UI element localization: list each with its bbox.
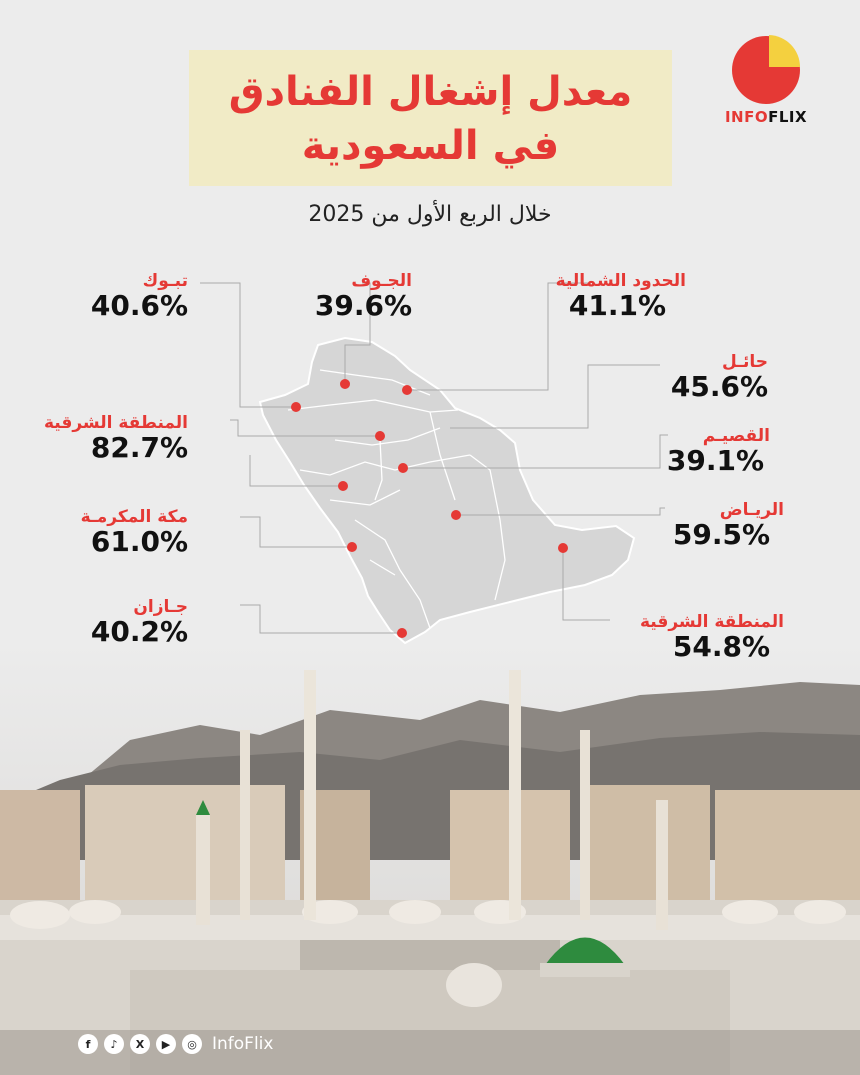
region-name-eastern-right: المنطقة الشرقية (639, 612, 784, 632)
marker-riyadh (451, 510, 461, 520)
youtube-icon[interactable]: ▶ (156, 1034, 176, 1054)
region-name-jazan: جـازان (133, 597, 188, 617)
saudi-map-shape (258, 336, 636, 645)
region-markers (291, 379, 568, 638)
marker-jazan (397, 628, 407, 638)
marker-qassim (398, 463, 408, 473)
region-value-tabuk: 40.6% (90, 289, 188, 322)
social-bar: f ♪ X ▶ ◎ InfoFlix (78, 1032, 273, 1056)
marker-hail (375, 431, 385, 441)
region-value-northern-borders: 41.1% (568, 289, 666, 322)
region-value-eastern-left: 82.7% (90, 431, 188, 464)
pie-logo-icon (732, 35, 800, 104)
marker-tabuk (291, 402, 301, 412)
x-icon[interactable]: X (130, 1034, 150, 1054)
instagram-icon[interactable]: ◎ (182, 1034, 202, 1054)
subtitle: خلال الربع الأول من 2025 (308, 202, 552, 227)
logo-wordmark: INFOFLIX (714, 108, 818, 126)
region-value-makkah: 61.0% (90, 525, 188, 558)
region-name-jouf: الجـوف (351, 271, 412, 291)
leader-lines (200, 282, 668, 634)
saudi-map (200, 282, 668, 645)
region-value-qassim: 39.1% (666, 444, 764, 477)
region-name-riyadh: الريـاض (719, 500, 784, 520)
marker-eastern (558, 543, 568, 553)
marker-makkah (347, 542, 357, 552)
title-box: معدل إشغال الفنادق في السعودية (189, 50, 672, 186)
region-name-tabuk: تبـوك (142, 271, 188, 291)
region-name-makkah: مكة المكرمـة (80, 507, 188, 527)
marker-jouf (340, 379, 350, 389)
title-line-2: في السعودية (301, 123, 560, 169)
region-value-riyadh: 59.5% (672, 518, 770, 551)
logo-info-text: INFO (724, 108, 769, 126)
region-value-jouf: 39.6% (314, 289, 412, 322)
logo-flix-text: FLIX (768, 108, 808, 126)
mosque-scene-image (0, 640, 860, 1075)
title-line-1: معدل إشغال الفنادق (228, 69, 633, 115)
region-value-jazan: 40.2% (90, 615, 188, 648)
marker-madinah (338, 481, 348, 491)
region-value-eastern-right: 54.8% (672, 630, 770, 663)
region-name-qassim: القصيـم (702, 426, 770, 446)
social-handle[interactable]: InfoFlix (212, 1034, 274, 1054)
region-name-hail: حائـل (721, 352, 768, 372)
infoflix-logo: INFOFLIX (714, 32, 818, 132)
facebook-icon[interactable]: f (78, 1034, 98, 1054)
region-name-eastern-left: المنطقة الشرقية (43, 413, 188, 433)
region-name-northern-borders: الحدود الشمالية (555, 271, 686, 291)
marker-northern-borders (402, 385, 412, 395)
region-value-hail: 45.6% (670, 370, 768, 403)
tiktok-icon[interactable]: ♪ (104, 1034, 124, 1054)
